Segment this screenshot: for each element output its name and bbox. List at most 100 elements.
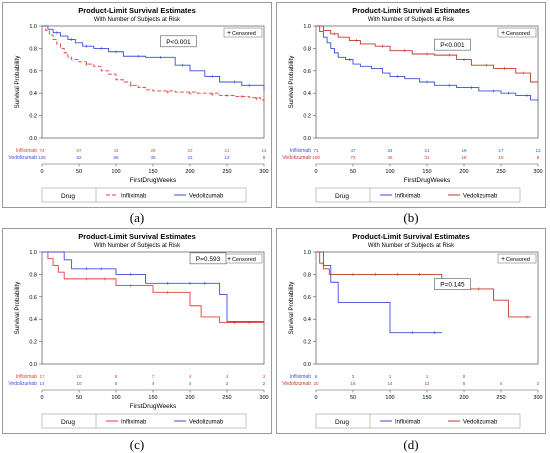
risk-count: 14	[261, 148, 267, 153]
risk-count: 8	[263, 155, 266, 160]
censor-mark	[525, 315, 529, 319]
censor-mark	[99, 267, 103, 271]
x-tick-label: 50	[76, 169, 82, 175]
censor-mark	[410, 331, 414, 335]
pvalue-label: P<0.001	[166, 39, 191, 46]
x-tick-label: 50	[350, 395, 356, 401]
risk-count: 17	[498, 148, 504, 153]
plot-area	[41, 251, 265, 365]
risk-row-label: Infliximab	[16, 374, 37, 380]
y-axis-label: Survival Probability	[288, 281, 295, 335]
risk-count: 4	[226, 374, 229, 379]
legend-label: Censored	[232, 257, 256, 263]
censor-mark	[99, 46, 103, 50]
censor-mark	[84, 277, 88, 281]
risk-count: 45	[387, 155, 393, 160]
risk-count: 2	[226, 381, 229, 386]
x-tick-label: 0	[314, 395, 317, 401]
legend-frame	[497, 253, 537, 264]
risk-count: 2	[537, 381, 540, 386]
censor-mark	[351, 272, 355, 276]
censor-mark	[55, 31, 59, 35]
censor-mark	[84, 267, 88, 271]
censor-mark	[447, 83, 451, 87]
risk-count: 8	[115, 374, 118, 379]
censor-mark-icon: +	[501, 256, 505, 263]
drug-legend-frame	[315, 413, 521, 429]
risk-count: 29	[150, 148, 156, 153]
x-tick-label: 100	[385, 395, 394, 401]
pvalue-label: P=0.593	[196, 256, 221, 263]
censor-mark	[210, 92, 214, 96]
censor-mark	[84, 44, 88, 48]
censor-mark	[158, 55, 162, 59]
censor-mark	[210, 74, 214, 78]
risk-count: 72	[350, 155, 356, 160]
km-panel-d: Product-Limit Survival Estimates With Num…	[276, 228, 546, 434]
censor-mark	[525, 93, 529, 97]
y-tick-label: 0.4	[303, 91, 311, 97]
risk-count: 4	[500, 381, 503, 386]
x-tick-label: 250	[222, 395, 231, 401]
risk-count: 8	[537, 155, 540, 160]
chart-subtitle: With Number of Subjects at Risk	[368, 17, 455, 23]
chart-subtitle: With Number of Subjects at Risk	[368, 243, 455, 249]
legend-series-label: Infliximab	[395, 420, 421, 426]
legend-label: Censored	[506, 257, 530, 263]
censor-mark	[166, 90, 170, 94]
censored-legend: + Censored	[497, 27, 537, 38]
risk-row-label: Vedolizumab	[8, 381, 37, 387]
censor-mark-icon: +	[227, 30, 231, 37]
drug-legend-title: Drug	[335, 419, 349, 426]
legend-series-label: Infliximab	[121, 194, 147, 200]
chart-title: Product-Limit Survival Estimates	[352, 232, 470, 241]
y-axis-label: Survival Probability	[14, 281, 21, 335]
pvalue-frame	[160, 35, 197, 48]
risk-count: 125	[38, 155, 46, 160]
censor-mark	[492, 89, 496, 93]
survival-curve-vedolizumab	[316, 251, 531, 318]
panel-caption: (c)	[129, 437, 145, 452]
plot-area	[41, 25, 265, 139]
risk-count: 20	[313, 381, 319, 386]
legend-series-label: Vedolizumab	[463, 194, 498, 200]
km-panel-b: Product-Limit Survival Estimates With Num…	[276, 2, 546, 208]
risk-count: 16	[350, 381, 356, 386]
x-tick-label: 200	[459, 169, 468, 175]
x-tick-label: 100	[111, 395, 120, 401]
x-tick-label: 150	[148, 395, 157, 401]
legend-frame	[497, 27, 537, 38]
pvalue-box: P<0.001	[434, 38, 471, 51]
censor-mark	[395, 272, 399, 276]
pvalue-label: P=0.145	[440, 282, 465, 289]
panel-caption: (a)	[129, 210, 145, 225]
censor-mark	[247, 83, 251, 87]
y-tick-label: 0.4	[303, 317, 311, 323]
risk-count: 1	[426, 374, 429, 379]
risk-row-label: Infliximab	[290, 374, 311, 380]
y-tick-label: 1.0	[29, 24, 37, 30]
x-tick-label: 0	[314, 169, 317, 175]
risk-count: 31	[424, 155, 430, 160]
censor-mark	[395, 74, 399, 78]
risk-row-label: Infliximab	[16, 148, 37, 154]
x-tick-label: 150	[148, 169, 157, 175]
legend-series-label: Infliximab	[395, 194, 421, 200]
risk-count: 3	[352, 374, 355, 379]
chart-subtitle: With Number of Subjects at Risk	[94, 17, 181, 23]
risk-count: 22	[187, 155, 193, 160]
x-axis-label: FirstDrugWeeks	[404, 177, 451, 184]
risk-count: 12	[224, 155, 230, 160]
censor-mark	[129, 284, 133, 288]
km-panel-a: Product-Limit Survival Estimates With Num…	[2, 2, 272, 208]
x-tick-label: 150	[422, 169, 431, 175]
risk-count: 57	[76, 148, 82, 153]
legend-series-label: Infliximab	[121, 420, 147, 426]
risk-count: 42	[113, 148, 119, 153]
censor-mark	[418, 272, 422, 276]
risk-count: 22	[187, 148, 193, 153]
censor-mark	[355, 39, 359, 43]
pvalue-frame	[434, 278, 471, 290]
censor-mark	[347, 58, 351, 62]
drug-legend: Drug Infliximab Vedolizumab	[41, 187, 247, 203]
